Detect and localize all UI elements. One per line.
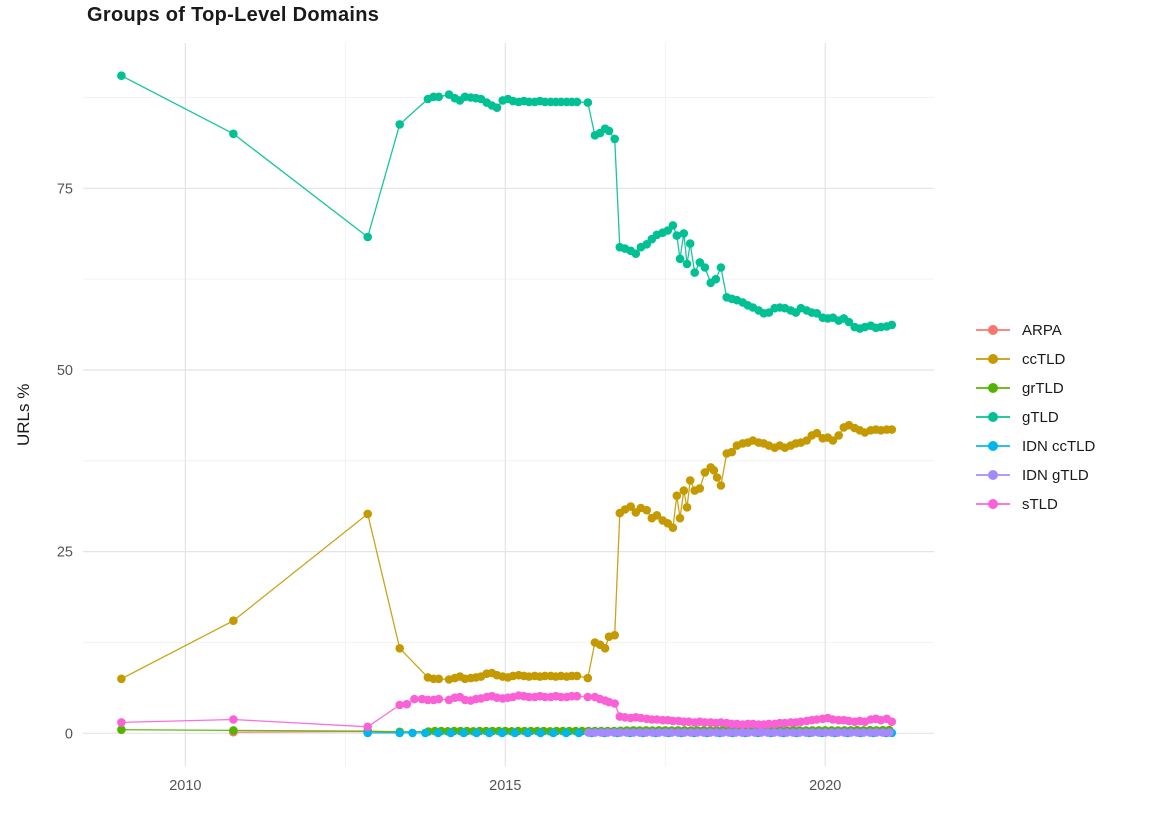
legend-label: IDN gTLD <box>1022 466 1089 484</box>
x-tick-label: 2015 <box>489 778 521 794</box>
legend-label: gTLD <box>1022 408 1059 426</box>
legend-key-icon <box>976 436 1010 456</box>
legend-item-IDN-ccTLD: IDN ccTLD <box>976 436 1095 456</box>
legend-label: sTLD <box>1022 495 1058 513</box>
series-gTLD <box>117 71 897 333</box>
legend-label: ARPA <box>1022 321 1062 339</box>
legend-key-icon <box>976 407 1010 427</box>
x-tick-label: 2020 <box>809 778 841 794</box>
legend-key-icon <box>976 320 1010 340</box>
legend-key-icon <box>976 494 1010 514</box>
series-ARPA <box>229 727 405 737</box>
legend-item-sTLD: sTLD <box>976 494 1095 514</box>
y-tick-label: 50 <box>57 363 73 379</box>
legend-item-grTLD: grTLD <box>976 378 1095 398</box>
legend-key-icon <box>976 349 1010 369</box>
series-sTLD <box>117 691 897 732</box>
legend-label: ccTLD <box>1022 350 1066 368</box>
axis-tick-labels: 0 25 50 75 2010 2015 2020 <box>57 181 841 794</box>
legend-item-IDN-gTLD: IDN gTLD <box>976 465 1095 485</box>
chart-title: Groups of Top-Level Domains <box>87 4 380 26</box>
legend-item-gTLD: gTLD <box>976 407 1095 427</box>
legend: ARPA ccTLD grTLD gTLD IDN ccTLD IDN gTLD sTLD <box>976 320 1095 514</box>
x-tick-label: 2010 <box>169 778 201 794</box>
legend-item-ccTLD: ccTLD <box>976 349 1095 369</box>
grid-minor <box>83 43 934 766</box>
legend-item-ARPA: ARPA <box>976 320 1095 340</box>
legend-key-icon <box>976 465 1010 485</box>
y-tick-label: 75 <box>57 181 73 197</box>
y-tick-label: 0 <box>65 726 73 742</box>
legend-label: IDN ccTLD <box>1022 437 1096 455</box>
legend-label: grTLD <box>1022 379 1064 397</box>
legend-key-icon <box>976 378 1010 398</box>
series-ccTLD <box>117 420 897 684</box>
y-tick-label: 25 <box>57 545 73 561</box>
series-IDN-gTLD <box>584 728 894 737</box>
grid-major <box>83 43 934 766</box>
